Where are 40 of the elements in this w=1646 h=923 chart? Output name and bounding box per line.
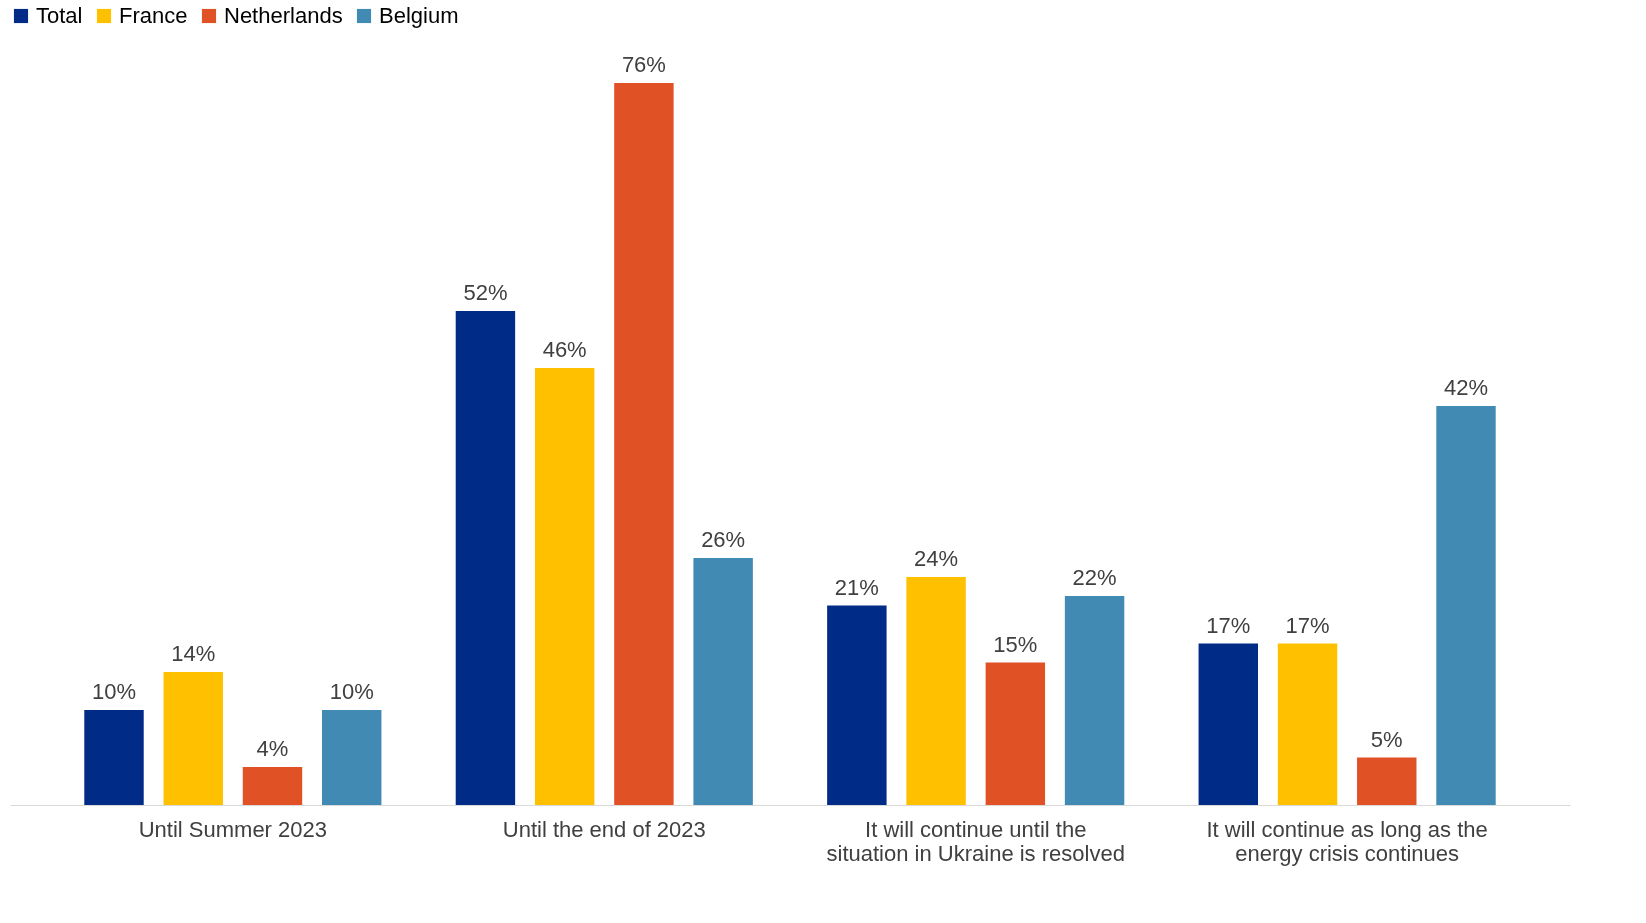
bar xyxy=(1277,643,1338,805)
data-label: 5% xyxy=(1370,726,1403,752)
data-label: 14% xyxy=(171,641,216,666)
legend-label: Netherlands xyxy=(224,3,343,28)
legend-label: Belgium xyxy=(379,3,459,28)
data-label: 24% xyxy=(914,546,959,571)
bar xyxy=(985,662,1046,805)
data-label: 22% xyxy=(1072,565,1117,590)
x-tick-label: It will continue as long as the energy crisis continues xyxy=(1206,816,1488,866)
data-label: 10% xyxy=(329,679,374,704)
data-label: 42% xyxy=(1443,375,1489,400)
data-label: 52% xyxy=(463,280,508,305)
bar xyxy=(163,672,223,805)
data-label: 17% xyxy=(1285,612,1330,638)
bar xyxy=(827,605,887,805)
data-label: 26% xyxy=(701,527,746,552)
data-label: 10% xyxy=(91,679,137,704)
bar xyxy=(534,368,595,805)
bar xyxy=(906,577,966,805)
data-label: 15% xyxy=(993,631,1038,657)
x-tick-label: Until Summer 2023 xyxy=(138,816,328,842)
data-label: 17% xyxy=(1206,612,1251,638)
legend-label: Total xyxy=(36,3,83,28)
bar xyxy=(84,710,144,805)
bar xyxy=(1198,643,1258,805)
bar xyxy=(1064,596,1125,805)
x-tick-label: It will continue until the situation in Ukraine is resolved xyxy=(826,816,1125,866)
bar xyxy=(242,767,303,805)
legend-label: France xyxy=(119,3,188,28)
x-tick-label: Until the end of 2023 xyxy=(502,816,706,842)
data-label: 76% xyxy=(621,52,666,77)
data-label: 4% xyxy=(256,736,289,761)
bar xyxy=(693,558,753,805)
bar xyxy=(614,83,674,805)
data-label: 46% xyxy=(542,337,587,362)
bar xyxy=(1436,406,1496,805)
data-label: 21% xyxy=(834,574,879,600)
bar xyxy=(455,311,516,805)
bar xyxy=(322,710,382,805)
bar xyxy=(1357,757,1417,805)
